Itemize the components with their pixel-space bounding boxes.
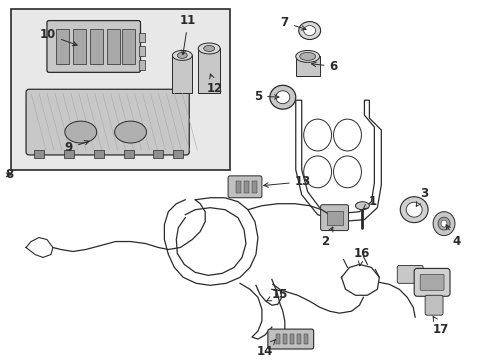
Text: 16: 16 <box>352 247 369 266</box>
FancyBboxPatch shape <box>267 329 313 349</box>
FancyBboxPatch shape <box>413 269 449 296</box>
Ellipse shape <box>440 220 446 227</box>
Bar <box>106 28 120 64</box>
FancyBboxPatch shape <box>47 21 140 72</box>
Bar <box>56 28 69 64</box>
Text: 11: 11 <box>180 14 196 55</box>
Bar <box>275 334 279 344</box>
Bar <box>326 211 342 225</box>
FancyBboxPatch shape <box>419 274 443 290</box>
Bar <box>153 150 163 158</box>
FancyBboxPatch shape <box>227 176 262 198</box>
Ellipse shape <box>432 212 454 235</box>
Text: 1: 1 <box>363 195 376 209</box>
Text: 2: 2 <box>321 227 332 248</box>
Ellipse shape <box>298 22 320 40</box>
Text: 5: 5 <box>253 90 278 103</box>
Ellipse shape <box>299 53 315 60</box>
Polygon shape <box>295 100 381 222</box>
Bar <box>138 60 145 70</box>
Ellipse shape <box>269 85 295 109</box>
Bar <box>173 150 183 158</box>
Text: 4: 4 <box>445 225 460 248</box>
Text: 6: 6 <box>311 60 337 73</box>
Bar <box>34 150 44 158</box>
Text: 17: 17 <box>432 316 448 336</box>
Ellipse shape <box>333 119 361 151</box>
Bar <box>123 150 133 158</box>
Bar <box>289 334 293 344</box>
Bar <box>296 334 300 344</box>
Ellipse shape <box>177 53 187 58</box>
Ellipse shape <box>303 156 331 188</box>
Text: 15: 15 <box>266 288 287 301</box>
Bar <box>282 334 286 344</box>
Text: 13: 13 <box>263 175 310 188</box>
Bar <box>90 28 102 64</box>
Bar <box>244 181 248 193</box>
Ellipse shape <box>114 121 146 143</box>
Text: 12: 12 <box>206 74 223 95</box>
FancyBboxPatch shape <box>26 89 189 155</box>
Bar <box>236 181 241 193</box>
Ellipse shape <box>65 121 97 143</box>
Bar <box>73 28 85 64</box>
Bar <box>138 46 145 57</box>
Bar <box>295 57 319 76</box>
Ellipse shape <box>303 26 315 36</box>
Ellipse shape <box>303 119 331 151</box>
Ellipse shape <box>400 197 427 222</box>
Ellipse shape <box>275 91 289 104</box>
Bar <box>11 9 229 170</box>
Ellipse shape <box>333 156 361 188</box>
Text: 3: 3 <box>415 187 427 206</box>
Bar <box>303 334 307 344</box>
Bar <box>64 150 74 158</box>
FancyBboxPatch shape <box>424 295 442 315</box>
Text: 10: 10 <box>40 28 77 46</box>
Ellipse shape <box>355 202 368 210</box>
Bar <box>251 181 256 193</box>
Ellipse shape <box>198 43 220 54</box>
Ellipse shape <box>172 50 192 60</box>
Ellipse shape <box>437 217 449 230</box>
Bar <box>198 49 220 93</box>
FancyBboxPatch shape <box>320 205 348 231</box>
Bar <box>172 55 192 93</box>
Bar <box>94 150 103 158</box>
Text: 7: 7 <box>280 16 305 30</box>
Text: 9: 9 <box>64 140 89 154</box>
Ellipse shape <box>406 202 421 217</box>
Ellipse shape <box>295 50 319 62</box>
Text: 14: 14 <box>256 339 275 357</box>
Ellipse shape <box>203 45 214 51</box>
FancyBboxPatch shape <box>396 265 422 283</box>
Bar <box>122 28 134 64</box>
Bar <box>138 32 145 42</box>
Text: 8: 8 <box>5 168 13 181</box>
